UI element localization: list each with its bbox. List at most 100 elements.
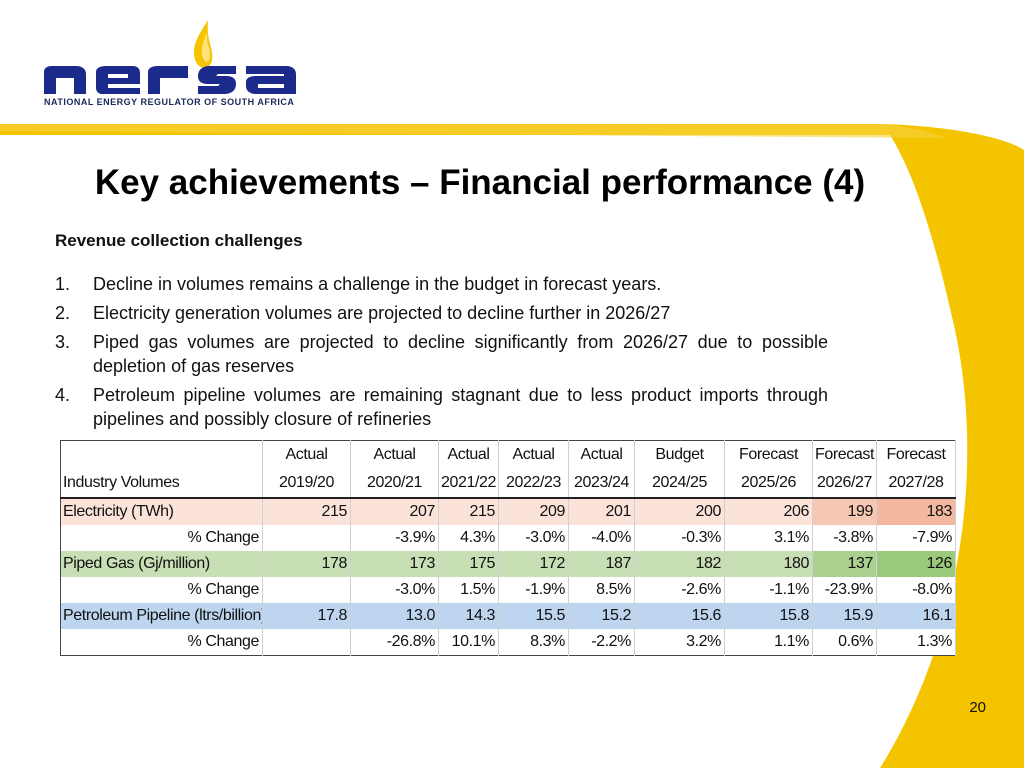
table-cell: 10.1% [438, 629, 499, 656]
table-row: Electricity (TWh) 215 207 215 209 201 20… [60, 498, 956, 525]
table-cell: -3.0% [498, 525, 569, 551]
table-cell [262, 629, 351, 656]
slide-title: Key achievements – Financial performance… [94, 163, 866, 203]
header-cell: Budget [634, 440, 725, 469]
nersa-logo [40, 18, 310, 103]
table-cell: 182 [634, 551, 725, 577]
table-cell: 16.1 [876, 603, 956, 629]
header-cell: 2019/20 [262, 469, 351, 499]
logo-subtitle: NATIONAL ENERGY REGULATOR OF SOUTH AFRIC… [44, 97, 295, 107]
table-cell: 1.3% [876, 629, 956, 656]
section-subheading: Revenue collection challenges [55, 231, 303, 250]
table-cell: 15.6 [634, 603, 725, 629]
table-header-row: Industry Volumes 2019/20 2020/21 2021/22… [60, 469, 956, 499]
table-cell: 14.3 [438, 603, 499, 629]
row-label: Piped Gas (Gj/million) [60, 551, 263, 577]
table-cell: -8.0% [876, 577, 956, 603]
table-cell: 8.3% [498, 629, 569, 656]
table-cell: 15.5 [498, 603, 569, 629]
table-cell: 199 [812, 498, 877, 525]
table-cell: 126 [876, 551, 956, 577]
table-cell: 8.5% [568, 577, 635, 603]
table-cell: 137 [812, 551, 877, 577]
header-cell: 2026/27 [812, 469, 877, 499]
table-cell [262, 577, 351, 603]
table-cell: 180 [724, 551, 813, 577]
list-item: 4. Petroleum pipeline volumes are remain… [55, 383, 828, 431]
row-label: % Change [60, 629, 263, 656]
header-cell: 2024/25 [634, 469, 725, 499]
table-cell: -23.9% [812, 577, 877, 603]
table-cell: -1.1% [724, 577, 813, 603]
table-cell: -2.2% [568, 629, 635, 656]
table-cell: 13.0 [350, 603, 439, 629]
table-cell: 175 [438, 551, 499, 577]
header-cell: 2022/23 [498, 469, 569, 499]
table-cell: -2.6% [634, 577, 725, 603]
table-cell: -0.3% [634, 525, 725, 551]
table-cell: 187 [568, 551, 635, 577]
table-cell: 209 [498, 498, 569, 525]
table-cell: 200 [634, 498, 725, 525]
table-cell: 15.9 [812, 603, 877, 629]
table-cell [262, 525, 351, 551]
table-cell: -7.9% [876, 525, 956, 551]
header-cell: 2025/26 [724, 469, 813, 499]
row-label: Electricity (TWh) [60, 498, 263, 525]
table-cell: 215 [262, 498, 351, 525]
table-header-row: Actual Actual Actual Actual Actual Budge… [60, 440, 956, 469]
list-text: Electricity generation volumes are proje… [93, 303, 671, 323]
row-label: % Change [60, 577, 263, 603]
header-cell: Forecast [812, 440, 877, 469]
list-item: 1. Decline in volumes remains a challeng… [55, 272, 828, 296]
row-label: % Change [60, 525, 263, 551]
header-cell: 2020/21 [350, 469, 439, 499]
table-row: % Change -26.8% 10.1% 8.3% -2.2% 3.2% 1.… [60, 629, 956, 656]
list-item: 2. Electricity generation volumes are pr… [55, 301, 828, 325]
table-cell: -4.0% [568, 525, 635, 551]
header-cell: Actual [262, 440, 351, 469]
list-item: 3. Piped gas volumes are projected to de… [55, 330, 828, 378]
list-number: 3. [55, 332, 71, 352]
table-cell: 183 [876, 498, 956, 525]
table-cell: -1.9% [498, 577, 569, 603]
table-cell: 0.6% [812, 629, 877, 656]
header-cell: Actual [568, 440, 635, 469]
table-cell: 15.2 [568, 603, 635, 629]
table-cell: 4.3% [438, 525, 499, 551]
table-cell: 201 [568, 498, 635, 525]
table-cell: 172 [498, 551, 569, 577]
header-cell: 2021/22 [438, 469, 499, 499]
page-number: 20 [969, 699, 986, 716]
table-cell: 206 [724, 498, 813, 525]
list-text: Petroleum pipeline volumes are remaining… [93, 385, 828, 429]
table-cell: -3.8% [812, 525, 877, 551]
table-cell: 15.8 [724, 603, 813, 629]
header-cell: Forecast [724, 440, 813, 469]
table-cell: 3.2% [634, 629, 725, 656]
header-cell [60, 440, 263, 469]
header-cell: Actual [350, 440, 439, 469]
table-cell: 1.5% [438, 577, 499, 603]
table-cell: -3.0% [350, 577, 439, 603]
header-cell: Industry Volumes [60, 469, 263, 499]
list-number: 1. [55, 274, 71, 294]
list-text: Decline in volumes remains a challenge i… [93, 274, 662, 294]
challenges-list: 1. Decline in volumes remains a challeng… [55, 272, 828, 436]
table-cell: -3.9% [350, 525, 439, 551]
nersa-logo-mark [44, 20, 296, 94]
header-cell: 2027/28 [876, 469, 956, 499]
table-row: Piped Gas (Gj/million) 178 173 175 172 1… [60, 551, 956, 577]
table-cell: 1.1% [724, 629, 813, 656]
table-cell: 3.1% [724, 525, 813, 551]
table-cell: 173 [350, 551, 439, 577]
table-cell: 178 [262, 551, 351, 577]
row-label: Petroleum Pipeline (ltrs/billion) [60, 603, 263, 629]
header-cell: Forecast [876, 440, 956, 469]
table-cell: 207 [350, 498, 439, 525]
table-cell: 17.8 [262, 603, 351, 629]
list-number: 2. [55, 303, 71, 323]
header-cell: Actual [438, 440, 499, 469]
list-text: Piped gas volumes are projected to decli… [93, 332, 828, 376]
